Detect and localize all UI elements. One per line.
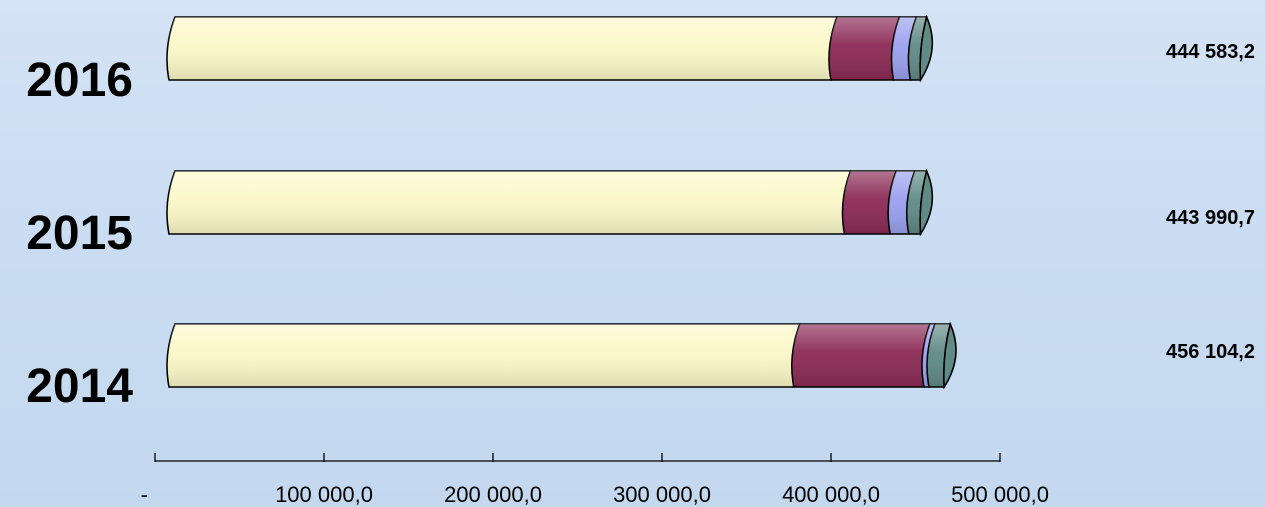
total-label-2015: 443 990,7 [1166, 207, 1255, 229]
bar-end-cap-2015 [919, 168, 934, 237]
bar-segment-shading [906, 171, 927, 234]
x-tick-label: 300 000,0 [613, 482, 711, 507]
x-tick-label: 100 000,0 [275, 482, 373, 507]
x-tick-label: 200 000,0 [444, 482, 542, 507]
category-label-2015: 2015 [26, 207, 133, 260]
bar-segment-shading [927, 324, 951, 387]
bar-segment-shading [167, 171, 851, 234]
bar-segment-shading [908, 17, 927, 80]
bar-segment-shading [842, 171, 897, 234]
bar-segment-shading [791, 324, 930, 387]
bars-layer [166, 14, 957, 390]
bar-segment-shading [891, 17, 917, 80]
x-tick-label: 400 000,0 [782, 482, 880, 507]
total-label-2014: 456 104,2 [1166, 341, 1255, 363]
labels-layer: 2016 444 583,2 2015 443 990,7 2014 456 104,2 [26, 41, 1255, 413]
category-label-2014: 2014 [26, 360, 133, 413]
bar-end-cap-2014 [943, 321, 957, 390]
category-label-2016: 2016 [26, 54, 133, 107]
x-axis: - 100 000,0 200 000,0 300 000,0 400 000,0 500… [141, 453, 1049, 507]
total-label-2016: 444 583,2 [1166, 41, 1255, 63]
x-tick-label: 500 000,0 [951, 482, 1049, 507]
bar-segment-shading [167, 17, 837, 80]
x-tick-label: - [141, 482, 148, 507]
bar-segment-shading [829, 17, 900, 80]
bar-segment-shading [167, 324, 800, 387]
bar-end-cap-2016 [919, 14, 934, 83]
